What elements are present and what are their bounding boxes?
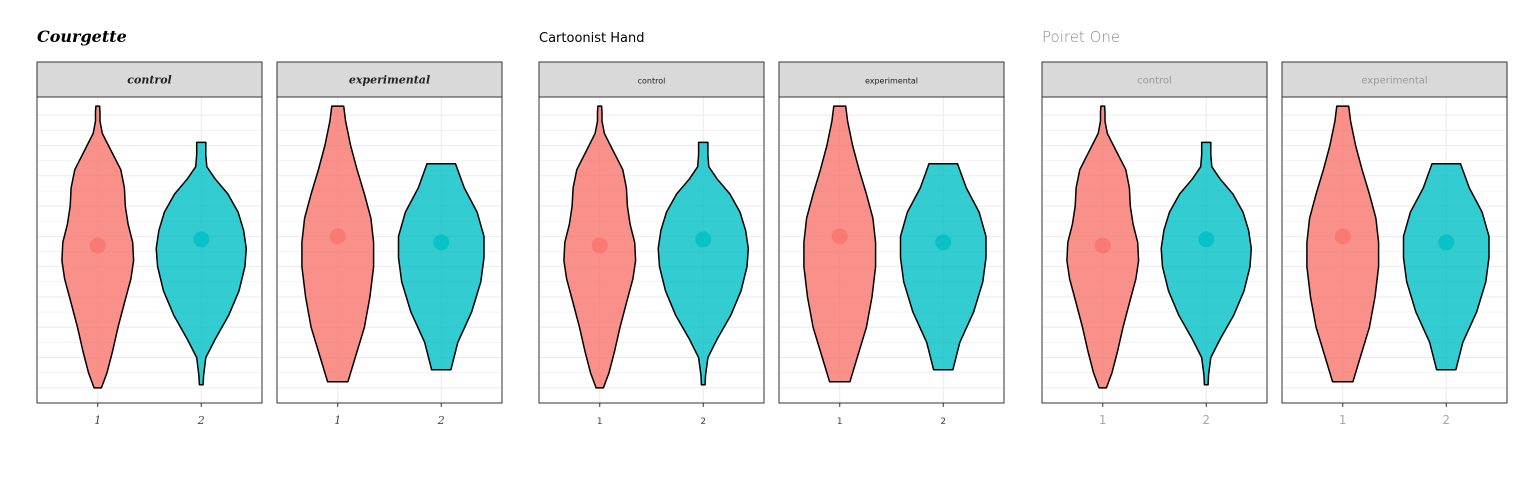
facet-strip bbox=[538, 61, 765, 98]
group-title: Cartoonist Hand bbox=[539, 31, 644, 46]
mean-point-experimental-1 bbox=[831, 228, 848, 245]
mean-point-control-2 bbox=[1198, 231, 1215, 248]
mean-point-experimental-2 bbox=[433, 234, 450, 251]
violin-experimental-2 bbox=[899, 162, 987, 371]
mean-point-experimental-2 bbox=[935, 234, 952, 251]
facet-strip bbox=[1281, 61, 1508, 98]
x-tick-label: 1 bbox=[94, 414, 101, 427]
mean-point-control-1 bbox=[89, 237, 106, 254]
panel-border bbox=[36, 96, 263, 404]
mean-point-control-1 bbox=[1094, 237, 1111, 254]
panel-border bbox=[1041, 96, 1268, 404]
x-tick-label: 2 bbox=[700, 417, 706, 427]
mean-point-experimental-2 bbox=[1438, 234, 1455, 251]
panel-border bbox=[778, 96, 1005, 404]
panel-border bbox=[276, 96, 503, 404]
facet-strip bbox=[778, 61, 1005, 98]
x-tick-label: 1 bbox=[837, 417, 843, 427]
x-tick-label: 1 bbox=[1339, 413, 1347, 427]
x-tick-label: 2 bbox=[197, 414, 205, 427]
x-tick-label: 1 bbox=[597, 417, 603, 427]
x-tick-label: 1 bbox=[334, 414, 341, 427]
panel-border bbox=[538, 96, 765, 404]
panel-border bbox=[1281, 96, 1508, 404]
violin-control-2 bbox=[657, 141, 750, 386]
facet-strip-label: control bbox=[638, 77, 666, 86]
violin-experimental-2 bbox=[397, 162, 485, 371]
x-tick-label: 2 bbox=[437, 414, 445, 427]
facet-strip bbox=[276, 61, 503, 98]
group-title: Courgette bbox=[37, 27, 127, 46]
mean-point-control-2 bbox=[695, 231, 712, 248]
group-title: Poiret One bbox=[1042, 28, 1120, 46]
violin-control-2 bbox=[1160, 141, 1253, 386]
mean-point-experimental-1 bbox=[1334, 228, 1351, 245]
x-tick-label: 2 bbox=[1442, 413, 1450, 427]
violin-control-2 bbox=[155, 141, 248, 386]
facet-strip-label: control bbox=[1137, 76, 1172, 87]
facet-strip-label: experimental bbox=[865, 77, 918, 86]
x-tick-label: 2 bbox=[940, 417, 946, 427]
x-tick-label: 1 bbox=[1099, 413, 1107, 427]
facet-strip-label: control bbox=[127, 74, 171, 87]
facet-strip bbox=[1041, 61, 1268, 98]
facet-strip-label: experimental bbox=[1361, 76, 1427, 87]
facet-strip-label: experimental bbox=[349, 74, 430, 87]
mean-point-experimental-1 bbox=[329, 228, 346, 245]
mean-point-control-2 bbox=[193, 231, 210, 248]
mean-point-control-1 bbox=[591, 237, 608, 254]
violin-experimental-2 bbox=[1402, 162, 1490, 371]
facet-strip bbox=[36, 61, 263, 98]
x-tick-label: 2 bbox=[1202, 413, 1210, 427]
